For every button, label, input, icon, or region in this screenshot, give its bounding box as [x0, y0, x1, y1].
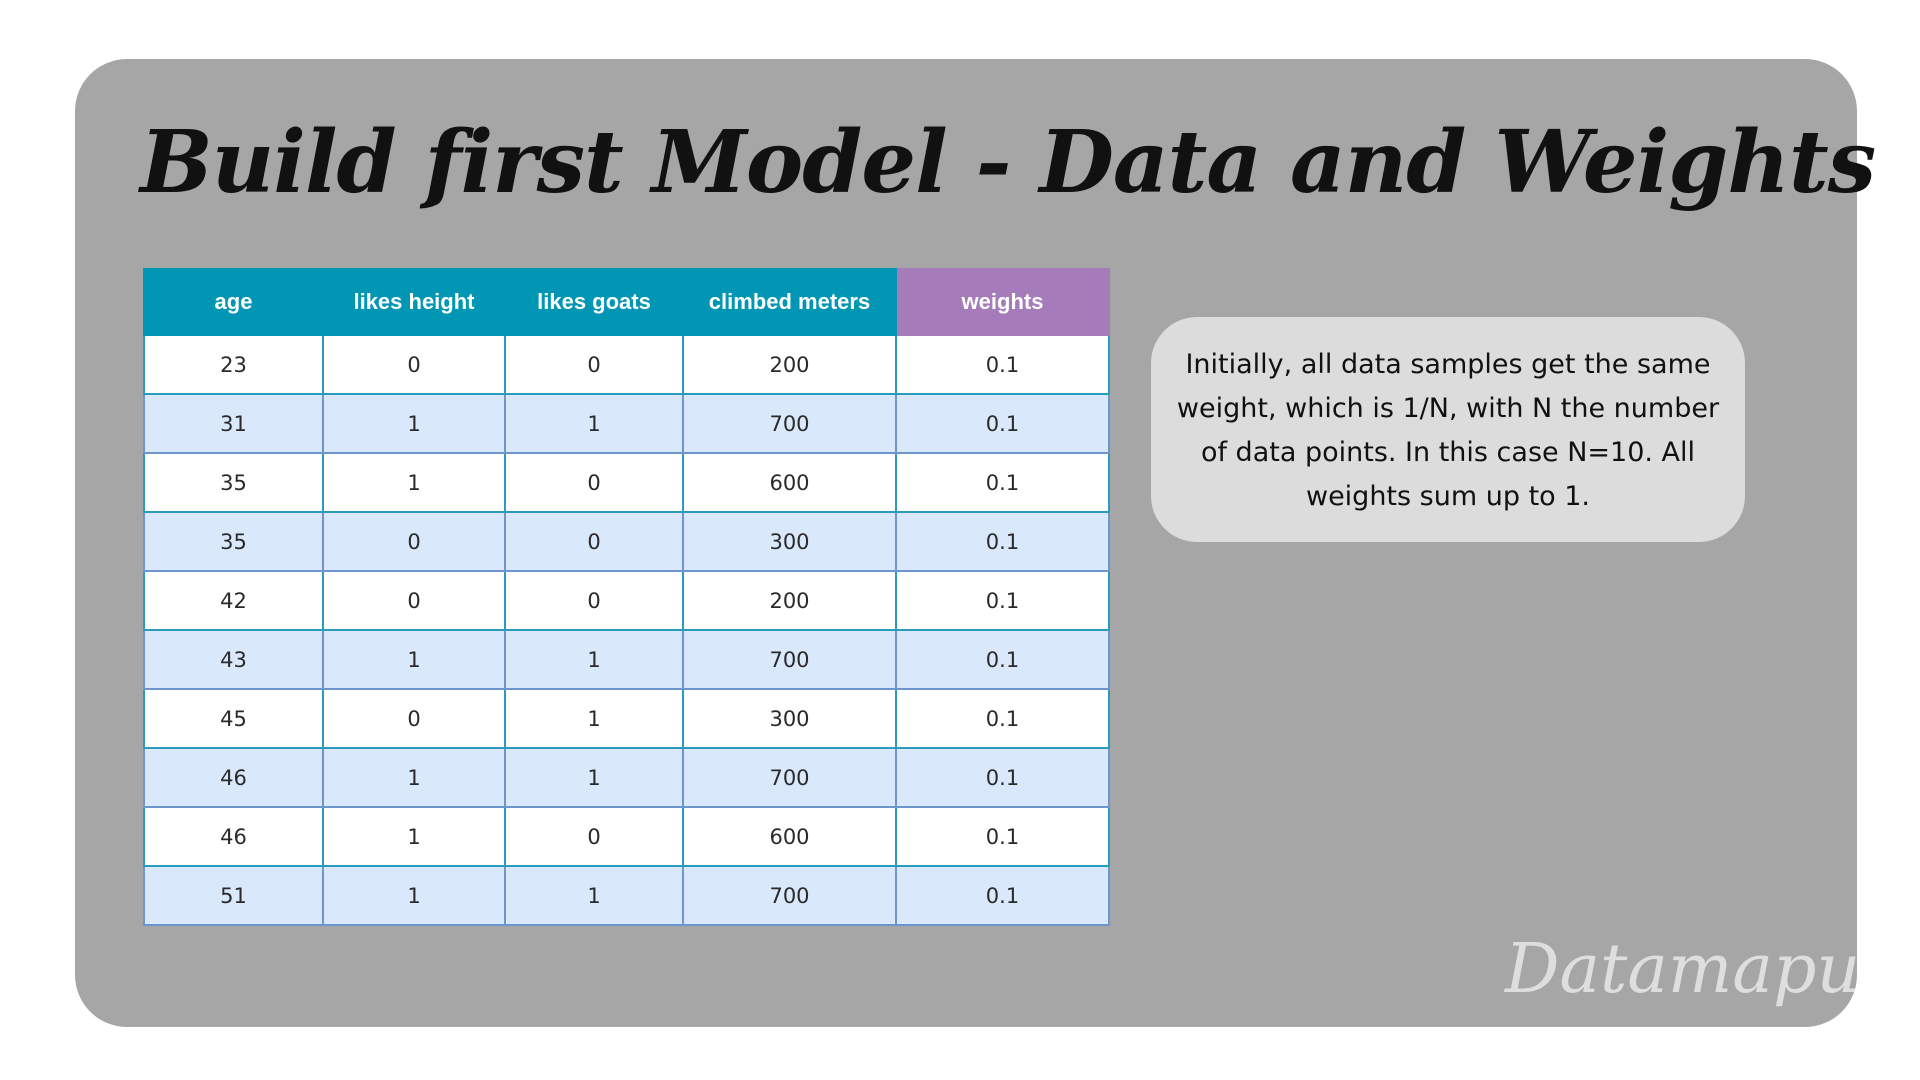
cell-likes-goats: 1	[504, 865, 684, 926]
cell-likes-height: 1	[322, 865, 506, 926]
header-weights: weights	[895, 268, 1110, 336]
cell-age: 31	[143, 393, 324, 454]
cell-likes-height: 0	[322, 511, 506, 572]
header-likes-height: likes height	[322, 268, 506, 336]
cell-age: 51	[143, 865, 324, 926]
cell-age: 35	[143, 511, 324, 572]
cell-likes-goats: 1	[504, 688, 684, 749]
cell-likes-goats: 0	[504, 452, 684, 513]
cell-likes-height: 1	[322, 452, 506, 513]
cell-weights: 0.1	[895, 511, 1110, 572]
cell-likes-goats: 0	[504, 511, 684, 572]
cell-age: 46	[143, 747, 324, 808]
table-header-row: age likes height likes goats climbed met…	[143, 268, 1110, 336]
table-row: 46 1 1 700 0.1	[143, 747, 1110, 808]
table-row: 46 1 0 600 0.1	[143, 806, 1110, 867]
cell-likes-height: 0	[322, 688, 506, 749]
cell-age: 23	[143, 334, 324, 395]
table-row: 31 1 1 700 0.1	[143, 393, 1110, 454]
cell-weights: 0.1	[895, 334, 1110, 395]
table-row: 35 1 0 600 0.1	[143, 452, 1110, 513]
cell-weights: 0.1	[895, 452, 1110, 513]
header-age: age	[143, 268, 324, 336]
cell-likes-goats: 0	[504, 570, 684, 631]
cell-climbed-meters: 700	[682, 865, 897, 926]
cell-climbed-meters: 700	[682, 747, 897, 808]
cell-age: 35	[143, 452, 324, 513]
cell-age: 43	[143, 629, 324, 690]
cell-likes-height: 1	[322, 629, 506, 690]
cell-weights: 0.1	[895, 393, 1110, 454]
cell-likes-goats: 1	[504, 629, 684, 690]
cell-climbed-meters: 300	[682, 511, 897, 572]
cell-likes-goats: 0	[504, 334, 684, 395]
slide-title: Build first Model - Data and Weights	[140, 112, 1876, 213]
cell-likes-goats: 1	[504, 747, 684, 808]
cell-climbed-meters: 200	[682, 334, 897, 395]
cell-climbed-meters: 300	[682, 688, 897, 749]
cell-weights: 0.1	[895, 629, 1110, 690]
cell-likes-height: 1	[322, 806, 506, 867]
table-row: 51 1 1 700 0.1	[143, 865, 1110, 926]
table-row: 43 1 1 700 0.1	[143, 629, 1110, 690]
cell-weights: 0.1	[895, 747, 1110, 808]
cell-weights: 0.1	[895, 570, 1110, 631]
cell-likes-goats: 1	[504, 393, 684, 454]
cell-weights: 0.1	[895, 865, 1110, 926]
cell-likes-height: 0	[322, 570, 506, 631]
cell-climbed-meters: 600	[682, 806, 897, 867]
table-row: 45 0 1 300 0.1	[143, 688, 1110, 749]
cell-climbed-meters: 600	[682, 452, 897, 513]
header-likes-goats: likes goats	[504, 268, 684, 336]
table-row: 42 0 0 200 0.1	[143, 570, 1110, 631]
cell-age: 45	[143, 688, 324, 749]
header-climbed-meters: climbed meters	[682, 268, 897, 336]
cell-age: 42	[143, 570, 324, 631]
brand-watermark: Datamapu	[1505, 930, 1861, 1009]
table-row: 35 0 0 300 0.1	[143, 511, 1110, 572]
cell-climbed-meters: 700	[682, 393, 897, 454]
cell-weights: 0.1	[895, 806, 1110, 867]
cell-likes-goats: 0	[504, 806, 684, 867]
cell-likes-height: 1	[322, 393, 506, 454]
cell-likes-height: 1	[322, 747, 506, 808]
cell-likes-height: 0	[322, 334, 506, 395]
cell-weights: 0.1	[895, 688, 1110, 749]
data-table: age likes height likes goats climbed met…	[143, 268, 1110, 926]
explanation-callout: Initially, all data samples get the same…	[1151, 317, 1745, 542]
table-row: 23 0 0 200 0.1	[143, 334, 1110, 395]
cell-climbed-meters: 200	[682, 570, 897, 631]
cell-age: 46	[143, 806, 324, 867]
cell-climbed-meters: 700	[682, 629, 897, 690]
